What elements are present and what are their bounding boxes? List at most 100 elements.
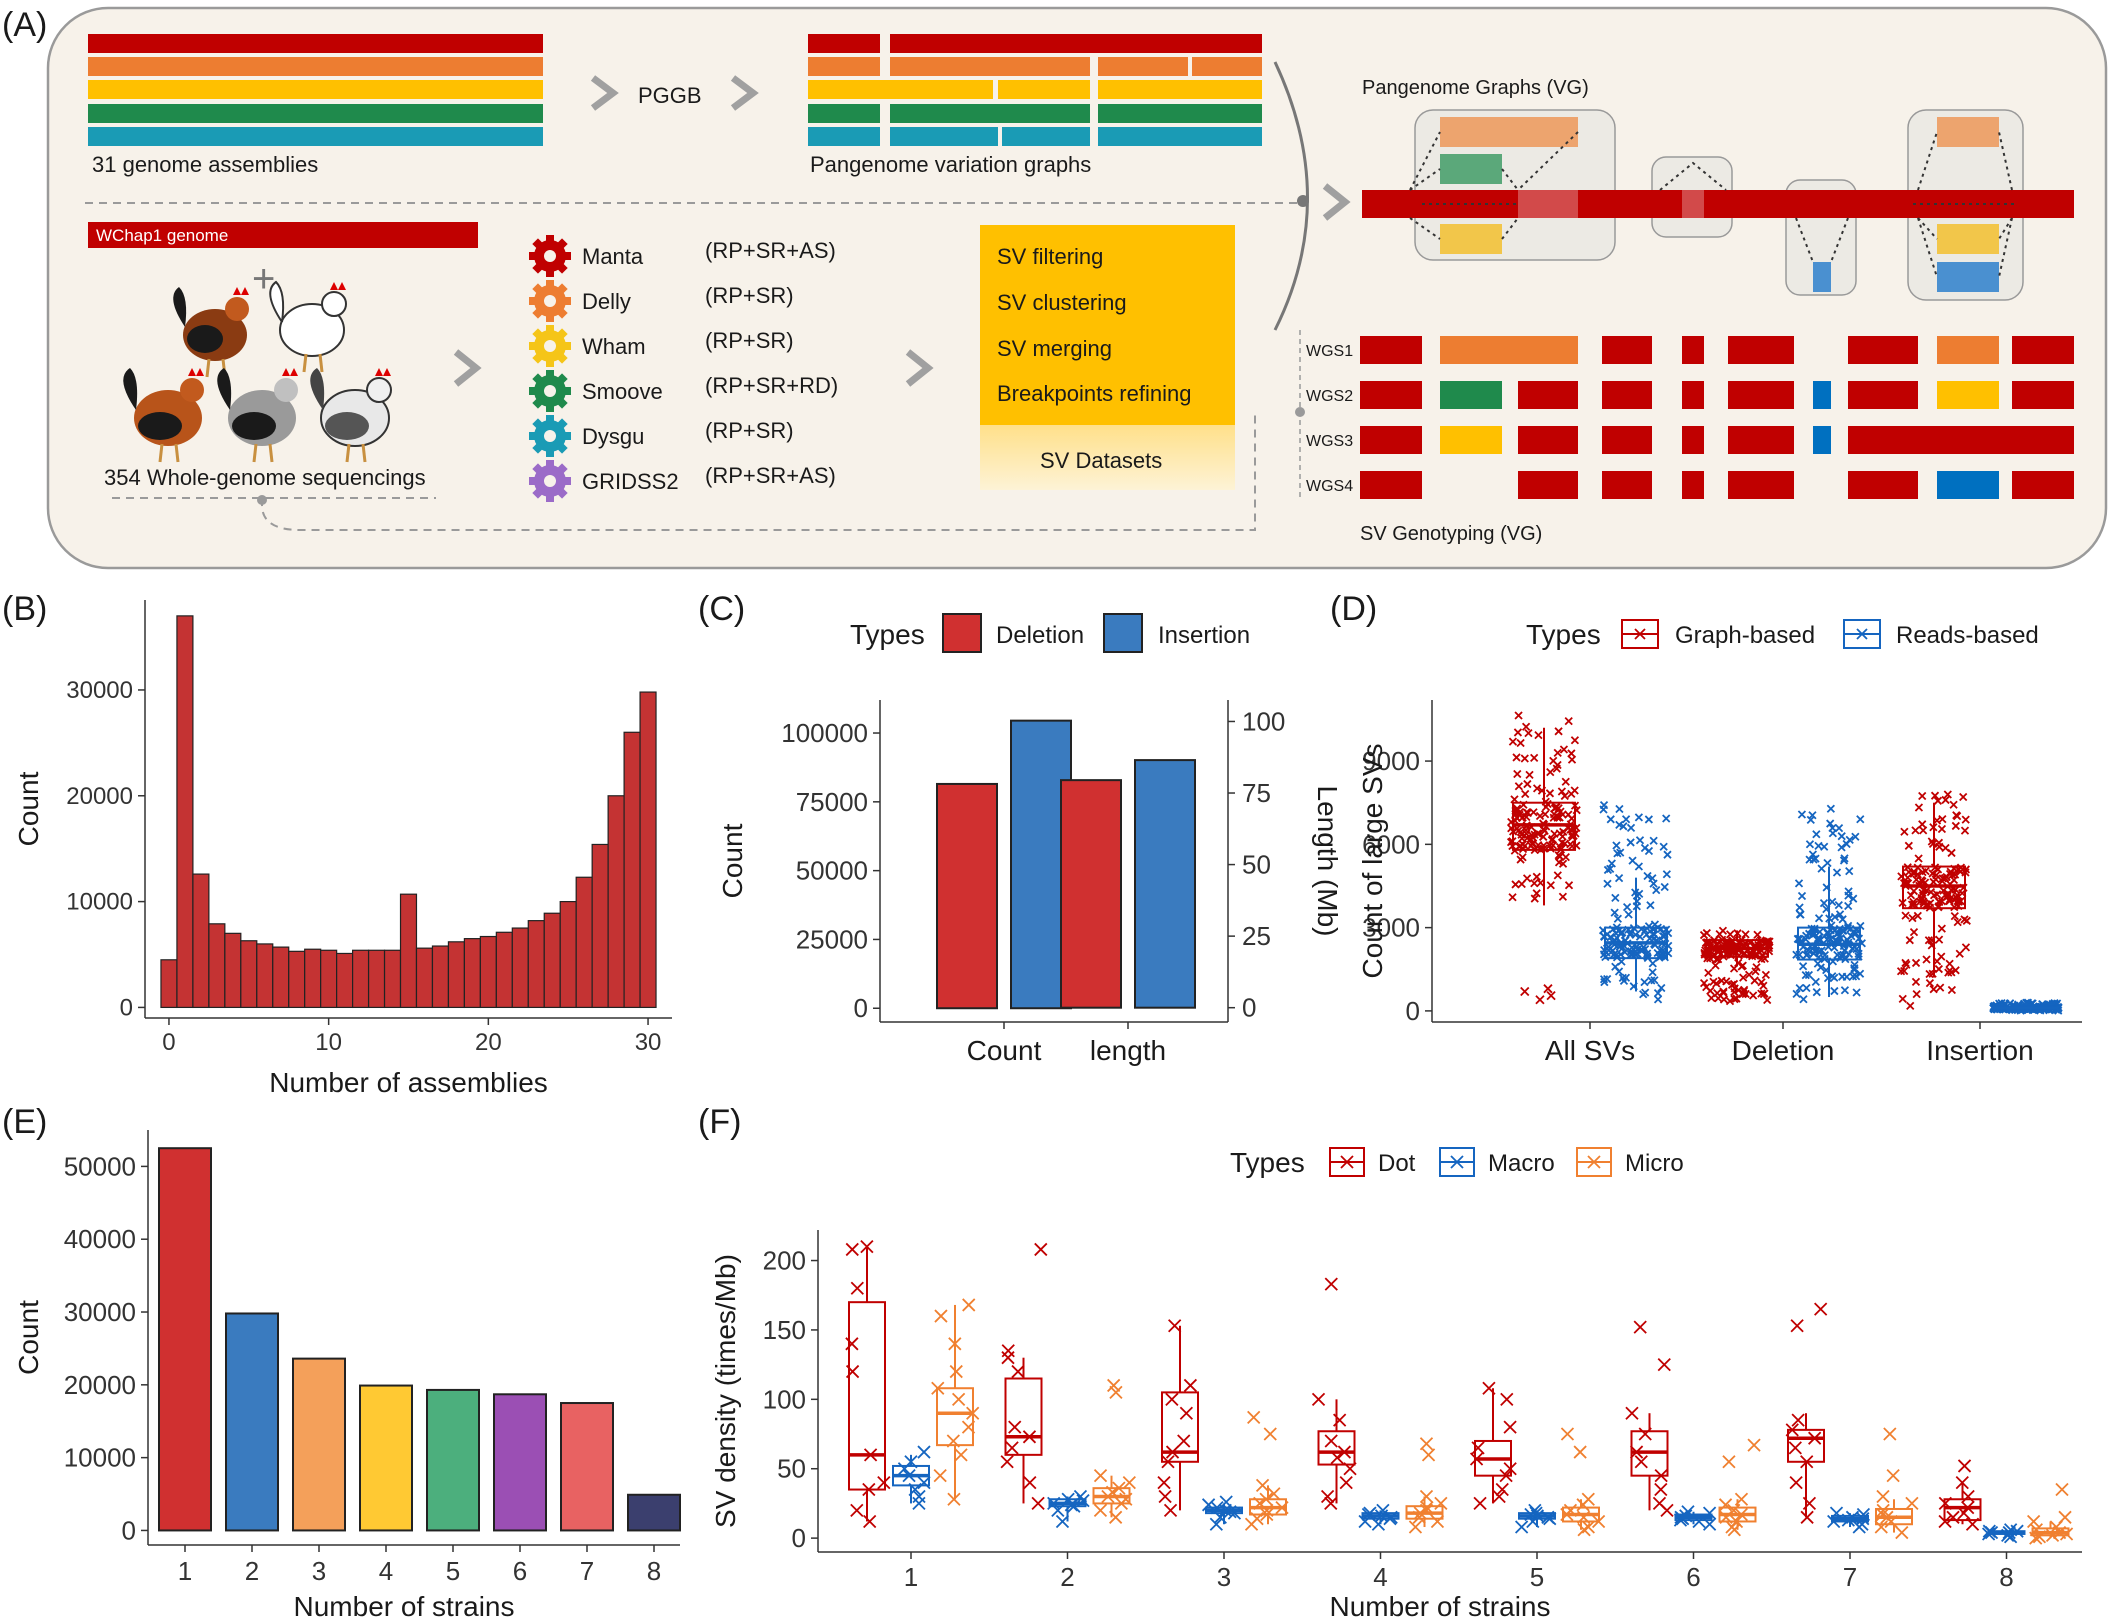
data-point bbox=[1503, 1420, 1517, 1434]
data-point bbox=[1566, 825, 1575, 834]
data-point bbox=[1158, 1489, 1172, 1504]
data-point bbox=[1625, 1406, 1639, 1420]
gear-icon bbox=[529, 370, 571, 412]
histogram-bar bbox=[479, 935, 497, 1009]
data-point bbox=[1244, 1517, 1259, 1531]
data-point bbox=[1960, 826, 1970, 835]
data-point bbox=[1800, 1510, 1814, 1524]
data-point bbox=[1939, 886, 1948, 895]
legend-label: Macro bbox=[1488, 1150, 1555, 1177]
data-point bbox=[1852, 1520, 1866, 1534]
genotyping-connector bbox=[261, 410, 1256, 531]
data-point bbox=[1008, 1420, 1022, 1434]
y-axis-title: Count bbox=[717, 823, 748, 898]
data-point bbox=[1662, 814, 1671, 823]
data-point bbox=[1525, 770, 1534, 780]
data-point bbox=[1611, 929, 1620, 938]
gear-tooth bbox=[546, 494, 554, 502]
data-point bbox=[1912, 990, 1921, 999]
data-point bbox=[1934, 838, 1944, 847]
data-point bbox=[1844, 887, 1853, 896]
assembly-bar-green bbox=[88, 104, 543, 123]
data-point bbox=[1795, 910, 1805, 919]
data-point bbox=[1558, 859, 1568, 868]
data-point bbox=[1961, 1489, 1975, 1504]
data-point bbox=[1717, 976, 1726, 985]
histogram-bar bbox=[383, 949, 402, 1009]
gear-tooth bbox=[546, 370, 554, 378]
data-point bbox=[1955, 1475, 1969, 1490]
gear-tooth bbox=[546, 235, 554, 243]
y-tick-label: 30000 bbox=[64, 1297, 136, 1327]
bar bbox=[359, 1384, 413, 1532]
data-point bbox=[1333, 1413, 1347, 1427]
caller-name: GRIDSS2 bbox=[582, 469, 679, 494]
data-point bbox=[1830, 986, 1839, 996]
data-point bbox=[1951, 966, 1960, 975]
data-point bbox=[1955, 949, 1964, 958]
y2-tick-label: 100 bbox=[1242, 706, 1285, 736]
data-point bbox=[1610, 949, 1619, 958]
processing-steps-box bbox=[980, 225, 1235, 425]
gear-tooth bbox=[563, 252, 571, 260]
data-point bbox=[1093, 1469, 1108, 1483]
step-4: Breakpoints refining bbox=[997, 381, 1191, 406]
x-tick-label: 1 bbox=[904, 1562, 918, 1592]
data-point bbox=[1614, 873, 1624, 883]
data-point bbox=[1554, 727, 1563, 736]
data-point bbox=[1788, 1441, 1802, 1455]
data-point bbox=[1324, 1277, 1338, 1291]
data-point bbox=[1471, 1441, 1485, 1455]
y2-tick-label: 0 bbox=[1242, 993, 1256, 1023]
outlier-point bbox=[1520, 986, 1530, 997]
data-point bbox=[1640, 978, 1649, 987]
data-point bbox=[1653, 989, 1663, 998]
histogram-bar bbox=[607, 795, 625, 1009]
data-point bbox=[934, 1309, 948, 1323]
data-point bbox=[1814, 947, 1824, 956]
data-point bbox=[1929, 985, 1938, 994]
data-point bbox=[1632, 897, 1642, 906]
data-point bbox=[1603, 879, 1612, 888]
data-point bbox=[1886, 1469, 1900, 1483]
data-point bbox=[1919, 826, 1928, 835]
data-point bbox=[1932, 890, 1942, 899]
data-point bbox=[1789, 1475, 1803, 1490]
data-point bbox=[1653, 995, 1663, 1004]
data-point bbox=[1911, 958, 1921, 968]
data-point bbox=[1533, 829, 1542, 838]
y2-axis-title: Length (Mb) bbox=[1312, 786, 1343, 937]
data-point bbox=[1557, 787, 1567, 796]
data-point bbox=[1814, 914, 1824, 923]
data-point bbox=[1949, 875, 1959, 885]
wchap-genome-label: WChap1 genome bbox=[96, 226, 228, 245]
histogram-bar bbox=[336, 952, 354, 1009]
data-point bbox=[1757, 989, 1766, 998]
data-point bbox=[1935, 897, 1944, 907]
data-point bbox=[1904, 841, 1913, 850]
gear-tooth bbox=[529, 342, 537, 350]
sv-caller-list: Manta (RP+SR+AS) Delly (RP+SR) Wham (RP+SR) Sm… bbox=[529, 235, 838, 502]
data-point bbox=[1023, 1475, 1037, 1490]
gear-tooth bbox=[546, 269, 554, 277]
data-point bbox=[1747, 1438, 1761, 1452]
x-axis-title: Number of assemblies bbox=[269, 1067, 548, 1098]
data-point bbox=[1516, 738, 1525, 748]
data-point bbox=[1611, 893, 1620, 902]
data-point bbox=[1941, 795, 1950, 805]
data-point bbox=[1732, 994, 1741, 1003]
gear-hole bbox=[544, 250, 556, 262]
data-point bbox=[1725, 996, 1735, 1006]
data-point bbox=[1946, 1510, 1960, 1524]
gear-tooth bbox=[546, 415, 554, 423]
wgs-row-4: WGS4 bbox=[1306, 471, 2074, 499]
data-point bbox=[1554, 851, 1563, 860]
y-axis-title: Count bbox=[13, 1300, 44, 1375]
y-tick-label: 10000 bbox=[64, 1443, 136, 1473]
data-point bbox=[917, 1445, 931, 1459]
panel-label-e: (E) bbox=[2, 1103, 47, 1141]
y-tick-label: 50000 bbox=[796, 856, 868, 886]
data-point bbox=[1802, 983, 1811, 993]
y-tick-label: 40000 bbox=[64, 1224, 136, 1254]
data-point bbox=[1909, 928, 1919, 937]
